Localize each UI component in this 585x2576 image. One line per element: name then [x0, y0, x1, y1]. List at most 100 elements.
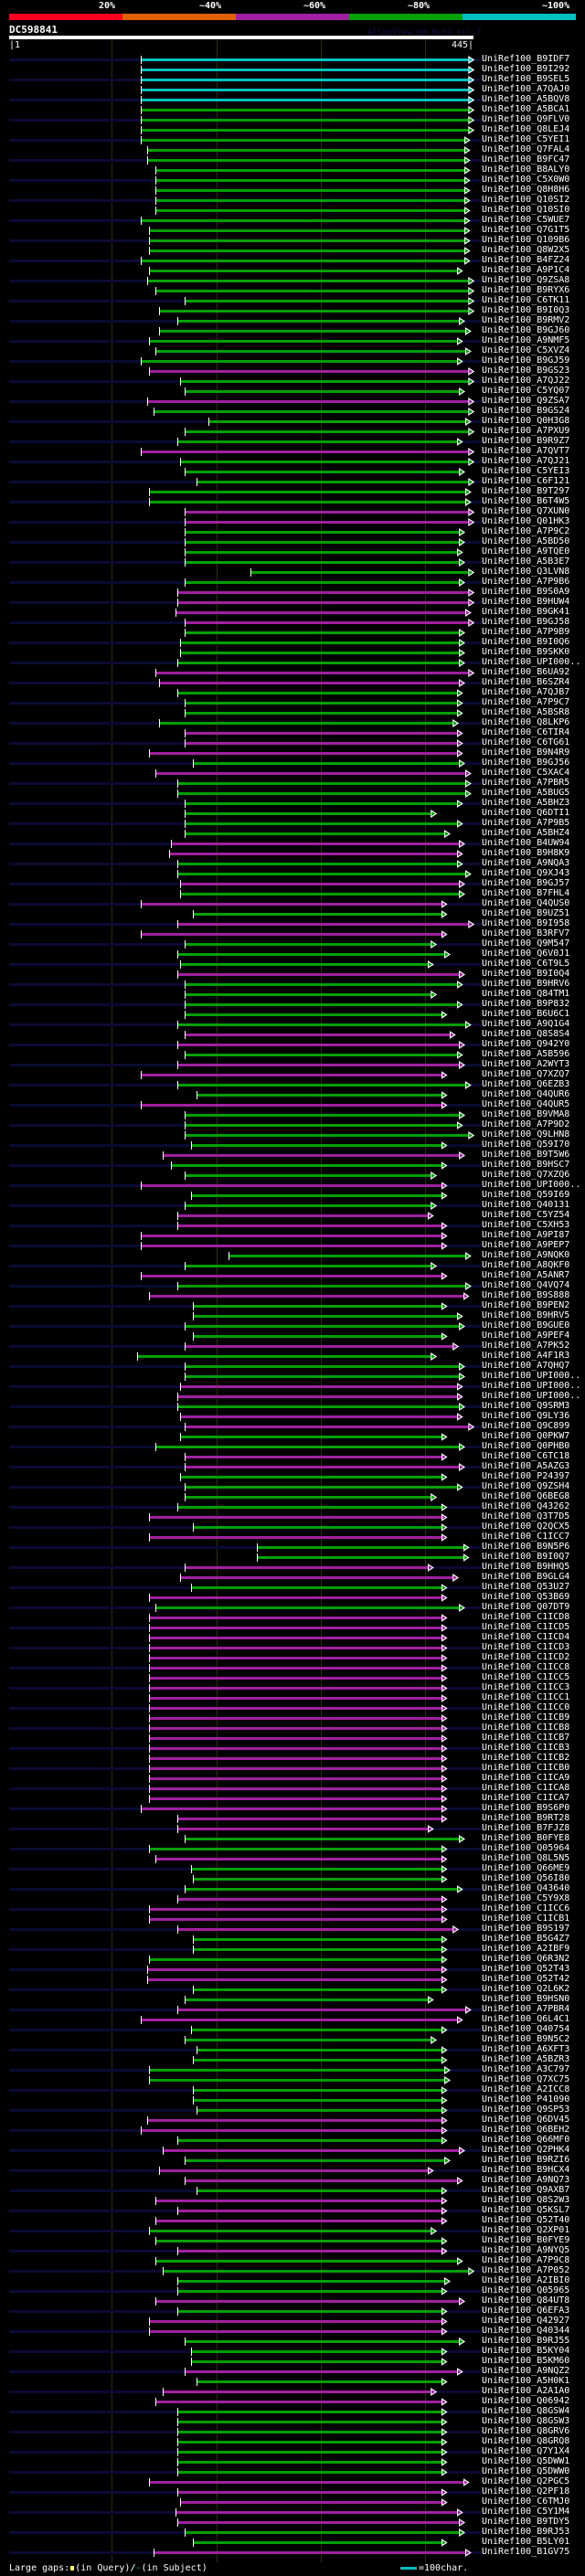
hit-label[interactable]: UniRef100_A7QVT7 [482, 446, 570, 456]
hit-label[interactable]: UniRef100_B5KY04 [482, 2346, 570, 2356]
hit-label[interactable]: UniRef100_B9SEL5 [482, 74, 570, 84]
hit-bar[interactable] [148, 1687, 441, 1690]
hit-bar[interactable] [184, 1345, 453, 1348]
hit-label[interactable]: UniRef100_B5KM60 [482, 2356, 570, 2366]
hit-bar[interactable] [176, 973, 459, 976]
hit-label[interactable]: UniRef100_B9T297 [482, 486, 570, 496]
hit-bar[interactable] [140, 1235, 441, 1237]
hit-label[interactable]: UniRef100_A2IBF9 [482, 1944, 570, 1954]
hit-bar[interactable] [154, 2300, 459, 2303]
hit-label[interactable]: UniRef100_A3C797 [482, 2064, 570, 2074]
hit-label[interactable]: UniRef100_B9N4R9 [482, 747, 570, 758]
hit-label[interactable]: UniRef100_Q7XUN0 [482, 506, 570, 516]
hit-bar[interactable] [148, 1617, 441, 1619]
hit-bar[interactable] [176, 2009, 465, 2011]
hit-bar[interactable] [184, 943, 431, 946]
hit-bar[interactable] [140, 360, 457, 363]
hit-label[interactable]: UniRef100_Q6R3N2 [482, 1954, 570, 1964]
hit-label[interactable]: UniRef100_B0FYE9 [482, 2235, 570, 2245]
hit-bar[interactable] [176, 1898, 441, 1901]
hit-label[interactable]: UniRef100_A7P9C8 [482, 2255, 570, 2265]
hit-label[interactable]: UniRef100_B9T5W6 [482, 1150, 570, 1160]
hit-label[interactable]: UniRef100_A2IBI0 [482, 2275, 570, 2285]
hit-bar[interactable] [148, 1727, 441, 1730]
hit-label[interactable]: UniRef100_C6T9L5 [482, 959, 570, 969]
hit-label[interactable]: UniRef100_B9I958 [482, 918, 570, 928]
hit-bar[interactable] [148, 1918, 441, 1921]
hit-label[interactable]: UniRef100_B3RFV7 [482, 928, 570, 938]
hit-label[interactable]: UniRef100_C5XAC4 [482, 768, 570, 778]
hit-label[interactable]: UniRef100_C5WUE7 [482, 215, 570, 225]
hit-label[interactable]: UniRef100_A5BSR8 [482, 707, 570, 717]
hit-bar[interactable] [184, 2340, 459, 2343]
hit-bar[interactable] [176, 1828, 428, 1830]
hit-label[interactable]: UniRef100_Q2XP01 [482, 2225, 570, 2235]
hit-label[interactable]: UniRef100_C1ICD5 [482, 1622, 570, 1632]
hit-label[interactable]: UniRef100_A7P9B5 [482, 818, 570, 828]
hit-bar[interactable] [140, 89, 469, 91]
hit-label[interactable]: UniRef100_C6TC18 [482, 1451, 570, 1461]
hit-label[interactable]: UniRef100_B9HSC7 [482, 1160, 570, 1170]
hit-label[interactable]: UniRef100_B7FJZ8 [482, 1823, 570, 1833]
hit-bar[interactable] [184, 300, 469, 302]
hit-bar[interactable] [184, 1426, 469, 1428]
hit-label[interactable]: UniRef100_B9S197 [482, 1924, 570, 1934]
hit-bar[interactable] [176, 1395, 457, 1398]
hit-label[interactable]: UniRef100_B9GJ60 [482, 325, 570, 335]
hit-bar[interactable] [180, 963, 428, 966]
hit-bar[interactable] [180, 1385, 457, 1388]
hit-bar[interactable] [154, 2260, 457, 2263]
hit-label[interactable]: UniRef100_Q52T43 [482, 1964, 570, 1974]
hit-label[interactable]: UniRef100_B5G4Z7 [482, 1934, 570, 1944]
hit-label[interactable]: UniRef100_B9S0A9 [482, 587, 570, 597]
hit-label[interactable]: UniRef100_A9Q1G4 [482, 1019, 570, 1029]
hit-label[interactable]: UniRef100_A9PEP7 [482, 1240, 570, 1250]
hit-label[interactable]: UniRef100_B9RJ55 [482, 2336, 570, 2346]
hit-bar[interactable] [180, 2501, 441, 2504]
hit-bar[interactable] [184, 1466, 459, 1468]
hit-bar[interactable] [190, 1868, 441, 1871]
hit-bar[interactable] [192, 1305, 441, 1308]
hit-bar[interactable] [176, 953, 445, 956]
hit-label[interactable]: UniRef100_Q6DTI1 [482, 808, 570, 818]
hit-bar[interactable] [148, 1757, 441, 1760]
hit-bar[interactable] [140, 260, 464, 262]
hit-bar[interactable] [140, 903, 441, 906]
hit-bar[interactable] [176, 2310, 441, 2313]
hit-label[interactable]: UniRef100_Q2QCX5 [482, 1521, 570, 1532]
hit-label[interactable]: UniRef100_C1ICC3 [482, 1682, 570, 1692]
hit-bar[interactable] [140, 139, 464, 142]
hit-label[interactable]: UniRef100_A7P9B9 [482, 627, 570, 637]
hit-bar[interactable] [197, 481, 469, 483]
hit-bar[interactable] [148, 1596, 441, 1599]
hit-label[interactable]: UniRef100_A5ANR7 [482, 1270, 570, 1280]
hit-label[interactable]: UniRef100_A9P1C4 [482, 265, 570, 275]
hit-label[interactable]: UniRef100_P41090 [482, 2094, 570, 2104]
hit-label[interactable]: UniRef100_A7PK52 [482, 1341, 570, 1351]
hit-bar[interactable] [197, 2380, 441, 2383]
hit-bar[interactable] [184, 1114, 459, 1117]
hit-label[interactable]: UniRef100_UPI000.. [482, 1371, 581, 1381]
hit-bar[interactable] [190, 2360, 441, 2363]
hit-bar[interactable] [148, 2230, 431, 2232]
hit-label[interactable]: UniRef100_B9HSN0 [482, 1994, 570, 2004]
hit-label[interactable]: UniRef100_Q8H8H6 [482, 185, 570, 195]
hit-bar[interactable] [180, 893, 459, 896]
hit-label[interactable]: UniRef100_B9FC47 [482, 154, 570, 164]
hit-label[interactable]: UniRef100_B9GK41 [482, 607, 570, 617]
hit-label[interactable]: UniRef100_Q01HK3 [482, 516, 570, 526]
hit-label[interactable]: UniRef100_B9GS23 [482, 366, 570, 376]
hit-label[interactable]: UniRef100_C5YQ07 [482, 386, 570, 396]
hit-label[interactable]: UniRef100_B9I0Q3 [482, 305, 570, 315]
hit-label[interactable]: UniRef100_UPI000.. [482, 657, 581, 667]
hit-label[interactable]: UniRef100_B9HHQ5 [482, 1562, 570, 1572]
hit-bar[interactable] [176, 873, 465, 875]
hit-label[interactable]: UniRef100_A6XFT3 [482, 2044, 570, 2054]
hit-bar[interactable] [184, 1456, 441, 1458]
hit-label[interactable]: UniRef100_Q5DWW0 [482, 2466, 570, 2476]
hit-label[interactable]: UniRef100_Q59I70 [482, 1140, 570, 1150]
hit-bar[interactable] [154, 290, 469, 292]
hit-bar[interactable] [176, 1928, 453, 1931]
hit-bar[interactable] [140, 219, 464, 222]
hit-bar[interactable] [162, 2149, 459, 2152]
